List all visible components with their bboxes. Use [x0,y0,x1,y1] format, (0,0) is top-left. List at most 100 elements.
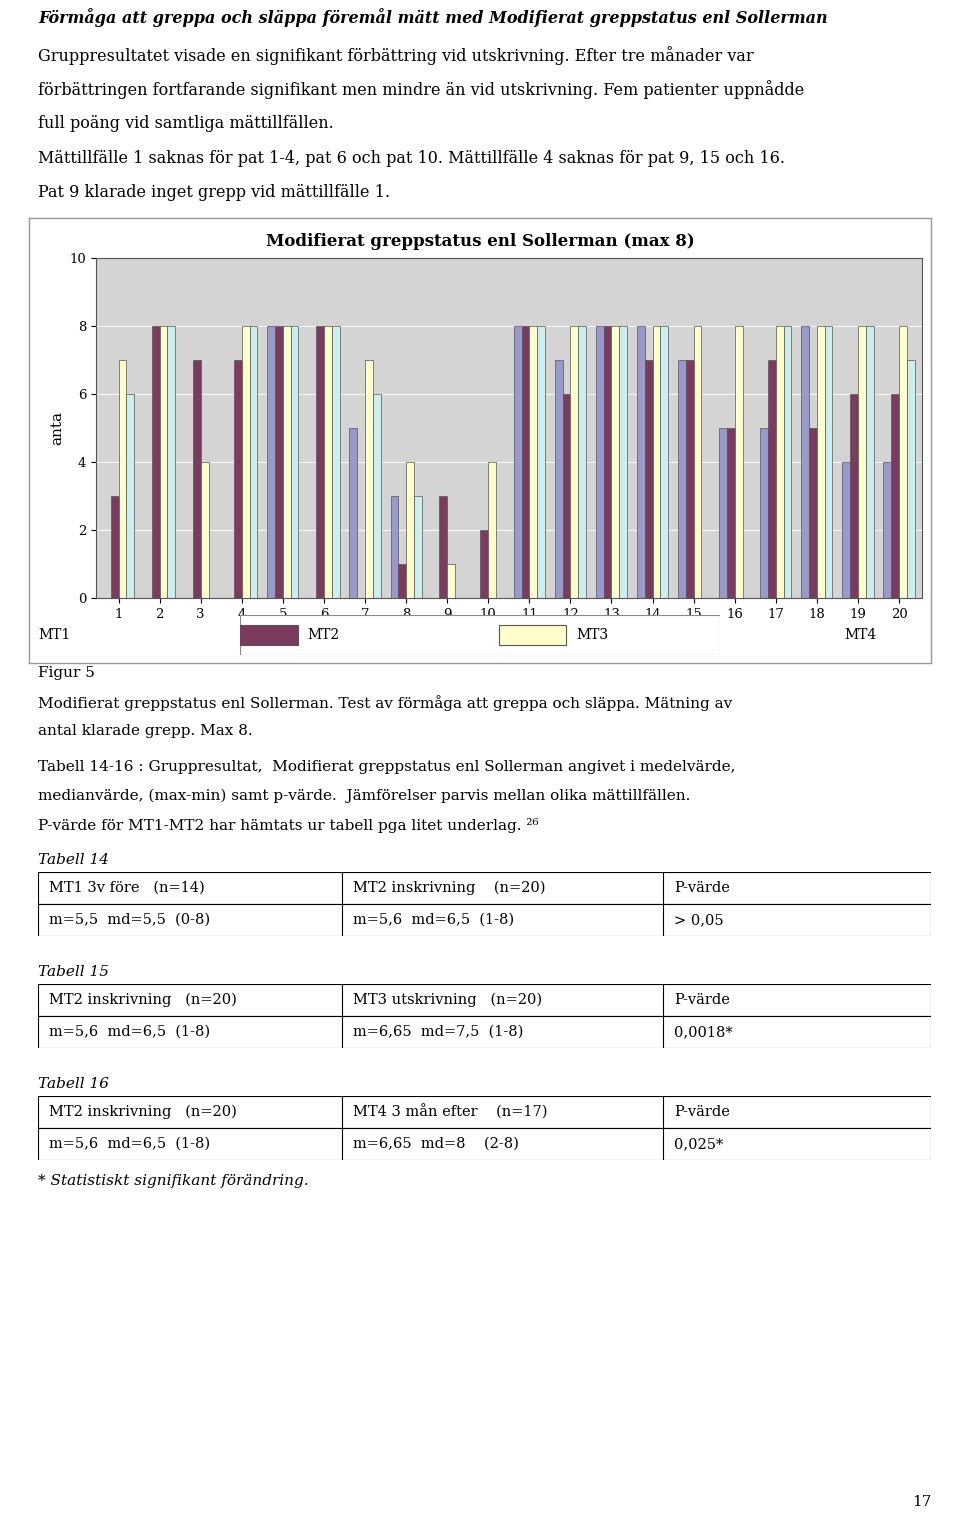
Text: 17: 17 [912,1495,931,1509]
Text: förbättringen fortfarande signifikant men mindre än vid utskrivning. Fem patient: förbättringen fortfarande signifikant me… [38,80,804,100]
Bar [563,394,570,598]
Text: full poäng vid samtliga mättillfällen.: full poäng vid samtliga mättillfällen. [38,115,334,132]
Bar [398,564,406,598]
Bar [152,326,159,598]
Text: MT2 inskrivning   (n=20): MT2 inskrivning (n=20) [49,1104,237,1120]
Y-axis label: anta: anta [50,411,64,445]
Bar [365,361,372,598]
Text: Figur 5: Figur 5 [38,667,95,680]
Bar [529,326,538,598]
Bar [645,361,653,598]
Bar [38,904,931,936]
Bar [891,394,899,598]
Bar [596,326,604,598]
Text: Tabell 15: Tabell 15 [38,965,109,979]
Bar [653,326,660,598]
FancyBboxPatch shape [240,615,720,654]
Bar [250,326,257,598]
Bar [694,326,702,598]
Text: P-värde: P-värde [674,882,730,895]
Text: medianvärde, (max-min) samt p-värde.  Jämförelser parvis mellan olika mättillfäl: medianvärde, (max-min) samt p-värde. Jäm… [38,789,691,803]
FancyBboxPatch shape [230,626,298,645]
Bar [660,326,668,598]
Bar [38,1129,931,1160]
Bar [760,429,768,598]
Bar [291,326,299,598]
Bar [159,326,167,598]
Bar [167,326,176,598]
Text: m=5,6  md=6,5  (1-8): m=5,6 md=6,5 (1-8) [49,1136,210,1151]
Bar [480,530,489,598]
Text: Modifierat greppstatus enl Sollerman (max 8): Modifierat greppstatus enl Sollerman (ma… [266,233,694,250]
Text: antal klarade grepp. Max 8.: antal klarade grepp. Max 8. [38,724,253,738]
Bar [817,326,825,598]
Text: Mättillfälle 1 saknas för pat 1-4, pat 6 och pat 10. Mättillfälle 4 saknas för p: Mättillfälle 1 saknas för pat 1-4, pat 6… [38,150,785,167]
Text: MT1 3v före   (n=14): MT1 3v före (n=14) [49,882,204,895]
Bar [38,1095,931,1129]
Text: Tabell 14: Tabell 14 [38,853,109,867]
Bar [332,326,340,598]
Text: MT3 utskrivning   (n=20): MT3 utskrivning (n=20) [352,992,541,1007]
Bar [570,326,578,598]
Bar [414,495,421,598]
Text: P-värde: P-värde [674,1104,730,1120]
Text: MT2: MT2 [307,629,339,642]
Bar [842,462,851,598]
Text: MT1: MT1 [38,629,71,642]
FancyBboxPatch shape [768,626,835,645]
Bar [372,394,381,598]
Bar [267,326,276,598]
Bar [201,462,208,598]
Bar [825,326,832,598]
Bar [578,326,586,598]
Bar [127,394,134,598]
Text: MT2 inskrivning   (n=20): MT2 inskrivning (n=20) [49,992,237,1007]
Text: Modifierat greppstatus enl Sollerman. Test av förmåga att greppa och släppa. Mät: Modifierat greppstatus enl Sollerman. Te… [38,695,732,711]
Text: m=5,6  md=6,5  (1-8): m=5,6 md=6,5 (1-8) [352,914,514,927]
Bar [866,326,874,598]
Bar [324,326,332,598]
Text: P-värde: P-värde [674,992,730,1007]
Bar [283,326,291,598]
Bar [604,326,612,598]
Text: P-värde för MT1-MT2 har hämtats ur tabell pga litet underlag. ²⁶: P-värde för MT1-MT2 har hämtats ur tabel… [38,818,539,833]
Bar [612,326,619,598]
FancyBboxPatch shape [0,626,29,645]
Bar [783,326,791,598]
Bar [234,361,242,598]
Bar [38,873,931,904]
Text: Tabell 14-16 : Gruppresultat,  Modifierat greppstatus enl Sollerman angivet i me: Tabell 14-16 : Gruppresultat, Modifierat… [38,761,736,774]
Bar [768,361,776,598]
Bar [555,361,563,598]
Text: Gruppresultatet visade en signifikant förbättring vid utskrivning. Efter tre mån: Gruppresultatet visade en signifikant fö… [38,45,754,65]
X-axis label: pat 1-20: pat 1-20 [473,629,544,642]
Bar [440,495,447,598]
Text: 0,0018*: 0,0018* [674,1026,732,1039]
Bar [802,326,809,598]
Bar [809,429,817,598]
Bar [391,495,398,598]
Text: m=6,65  md=7,5  (1-8): m=6,65 md=7,5 (1-8) [352,1026,523,1039]
Bar [858,326,866,598]
Text: MT4 3 mån efter    (n=17): MT4 3 mån efter (n=17) [352,1104,547,1120]
Text: m=5,5  md=5,5  (0-8): m=5,5 md=5,5 (0-8) [49,914,210,927]
Bar [242,326,250,598]
Bar [636,326,645,598]
Bar [883,462,891,598]
Bar [521,326,529,598]
Bar [406,462,414,598]
Bar [907,361,915,598]
Bar [38,1017,931,1048]
Bar [685,361,694,598]
Bar [678,361,685,598]
Bar [489,462,496,598]
Bar [727,429,734,598]
Bar [776,326,783,598]
Bar [110,495,119,598]
Bar [193,361,201,598]
Bar [899,326,907,598]
Bar [619,326,627,598]
Text: * Statistiskt signifikant förändring.: * Statistiskt signifikant förändring. [38,1174,309,1188]
Bar [38,985,931,1017]
Bar [734,326,742,598]
